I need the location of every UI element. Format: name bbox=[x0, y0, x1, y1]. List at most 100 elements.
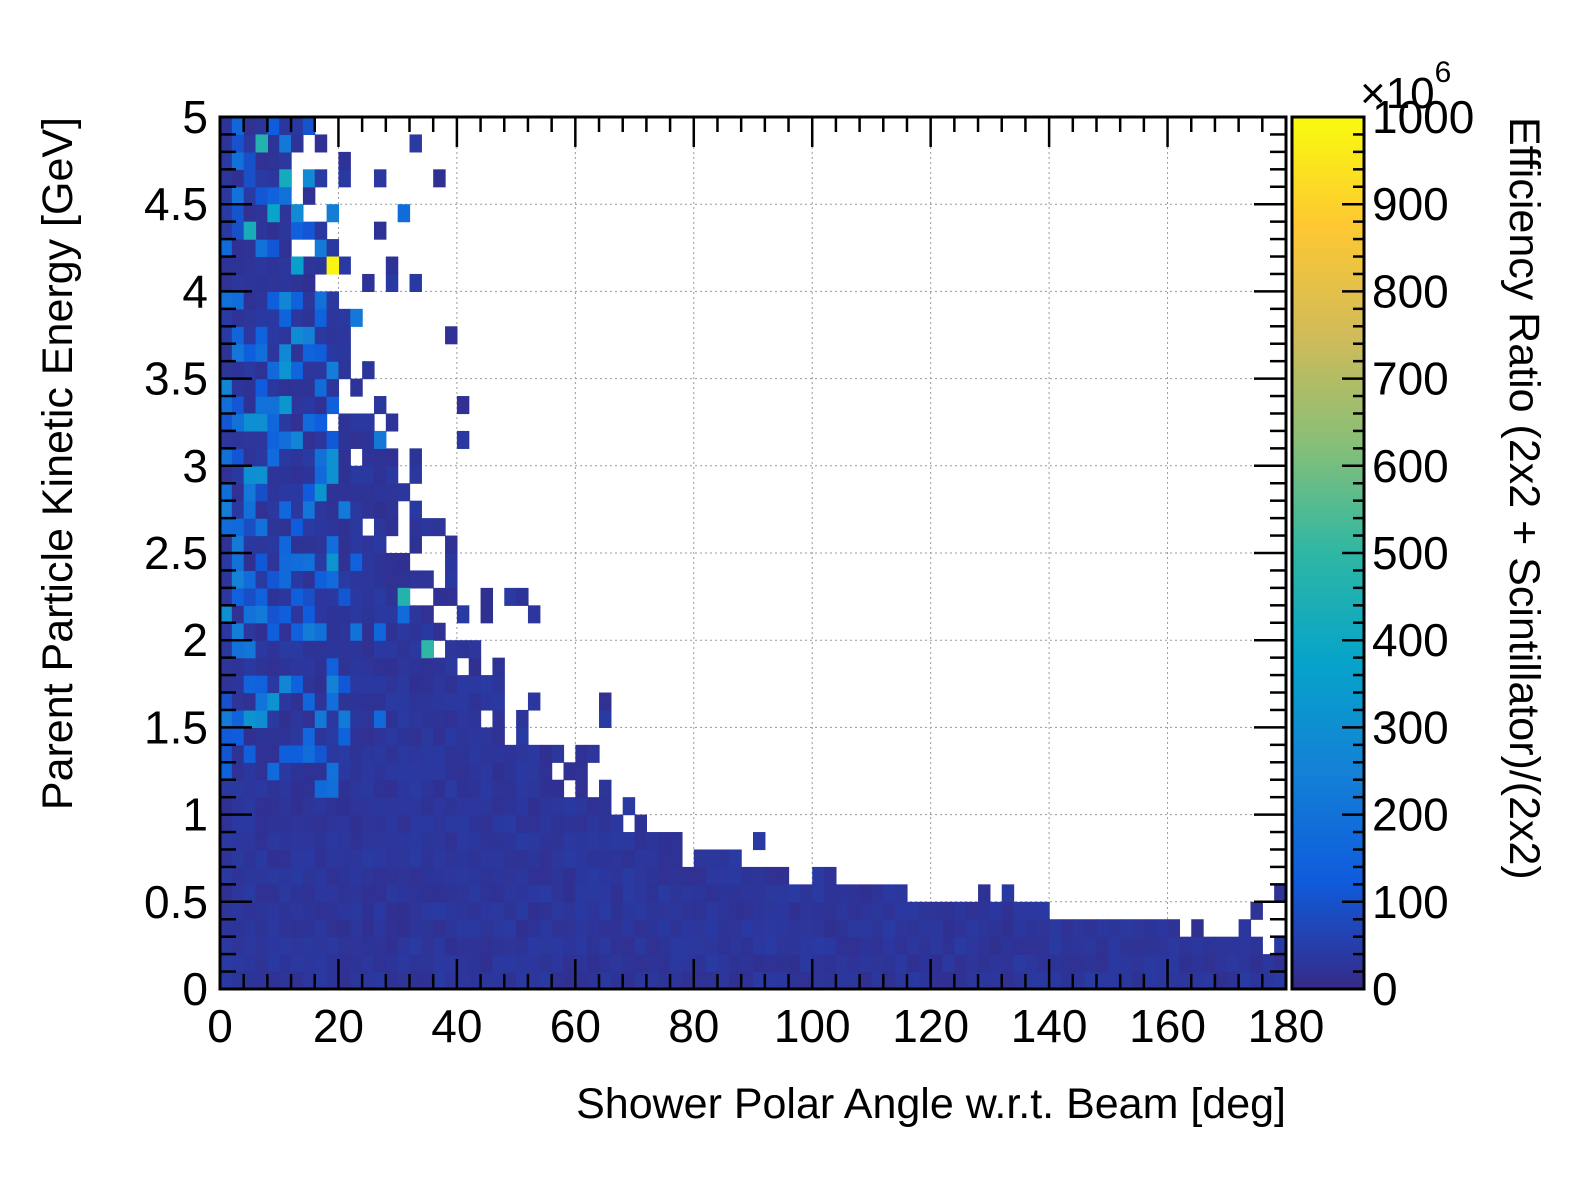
heatmap-cell bbox=[220, 430, 233, 449]
heatmap-cell bbox=[314, 849, 328, 868]
heatmap-cell bbox=[468, 779, 482, 798]
heatmap-cell bbox=[373, 901, 387, 920]
heatmap-cell bbox=[362, 273, 375, 292]
heatmap-cell bbox=[516, 832, 529, 851]
heatmap-cell bbox=[302, 587, 316, 606]
heatmap-cell bbox=[220, 605, 233, 624]
heatmap-cell bbox=[480, 727, 494, 746]
heatmap-cell bbox=[409, 622, 422, 641]
heatmap-cell bbox=[279, 884, 292, 903]
heatmap-cell bbox=[741, 884, 754, 903]
heatmap-cell bbox=[326, 448, 340, 467]
heatmap-cell bbox=[516, 814, 529, 833]
heatmap-cell bbox=[468, 901, 482, 920]
heatmap-cell bbox=[445, 971, 458, 989]
heatmap-cell bbox=[504, 954, 517, 973]
heatmap-cell bbox=[291, 884, 304, 903]
heatmap-cell bbox=[1072, 936, 1086, 955]
heatmap-cell bbox=[338, 901, 351, 920]
heatmap-cell bbox=[338, 971, 351, 989]
heatmap-cell bbox=[326, 849, 340, 868]
heatmap-cell bbox=[717, 919, 730, 938]
heatmap-cell bbox=[255, 239, 268, 258]
heatmap-cell bbox=[326, 500, 340, 519]
heatmap-cell bbox=[1025, 971, 1038, 989]
heatmap-cell bbox=[575, 779, 588, 798]
heatmap-cell bbox=[302, 797, 316, 816]
heatmap-cell bbox=[456, 849, 470, 868]
heatmap-cell bbox=[646, 901, 659, 920]
heatmap-cell bbox=[231, 832, 245, 851]
heatmap-cell bbox=[267, 483, 280, 502]
heatmap-cell bbox=[764, 971, 778, 989]
heatmap-cell bbox=[1108, 936, 1121, 955]
heatmap-cell bbox=[279, 553, 292, 572]
heatmap-cell bbox=[409, 901, 422, 920]
heatmap-cell bbox=[646, 849, 659, 868]
heatmap-cell bbox=[670, 849, 683, 868]
heatmap-cell bbox=[373, 762, 387, 781]
heatmap-cell bbox=[599, 936, 612, 955]
heatmap-cell bbox=[563, 919, 576, 938]
heatmap-cell bbox=[1096, 954, 1109, 973]
heatmap-cell bbox=[314, 832, 328, 851]
heatmap-cell bbox=[385, 500, 399, 519]
heatmap-cell bbox=[480, 884, 494, 903]
z-tick-label: 300 bbox=[1372, 701, 1449, 753]
heatmap-cell bbox=[622, 936, 636, 955]
heatmap-cell bbox=[776, 901, 790, 920]
heatmap-cell bbox=[705, 884, 719, 903]
heatmap-cell bbox=[220, 361, 233, 380]
z-tick-label: 500 bbox=[1372, 527, 1449, 579]
heatmap-cell bbox=[291, 430, 304, 449]
heatmap-cell bbox=[362, 657, 375, 676]
heatmap-cell bbox=[954, 901, 967, 920]
heatmap-cell bbox=[1214, 936, 1228, 955]
heatmap-cell bbox=[1191, 919, 1204, 938]
heatmap-cell bbox=[255, 378, 268, 397]
heatmap-cell bbox=[433, 919, 446, 938]
heatmap-cell bbox=[575, 901, 588, 920]
heatmap-cell bbox=[705, 954, 719, 973]
heatmap-cell bbox=[397, 553, 411, 572]
heatmap-cell bbox=[468, 692, 482, 711]
heatmap-cell bbox=[776, 866, 790, 885]
heatmap-cell bbox=[895, 919, 908, 938]
heatmap-cell bbox=[599, 971, 612, 989]
z-axis-title: Efficiency Ratio (2x2 + Scintillator)/(2… bbox=[1500, 117, 1548, 880]
heatmap-cell bbox=[385, 709, 399, 728]
heatmap-cell bbox=[231, 762, 245, 781]
heatmap-cell bbox=[966, 971, 979, 989]
heatmap-cell bbox=[989, 919, 1003, 938]
heatmap-cell bbox=[492, 692, 505, 711]
heatmap-cell bbox=[587, 866, 600, 885]
heatmap-cell bbox=[231, 151, 245, 170]
heatmap-cell bbox=[373, 657, 387, 676]
heatmap-cell bbox=[1060, 954, 1074, 973]
heatmap-cell bbox=[717, 954, 730, 973]
heatmap-cell bbox=[1013, 936, 1027, 955]
heatmap-cell bbox=[421, 570, 434, 589]
heatmap-cell bbox=[1167, 936, 1180, 955]
heatmap-cell bbox=[279, 849, 292, 868]
heatmap-cell bbox=[267, 396, 280, 415]
heatmap-cell bbox=[243, 448, 257, 467]
heatmap-cell bbox=[634, 936, 647, 955]
heatmap-cell bbox=[622, 832, 636, 851]
heatmap-cell bbox=[421, 797, 434, 816]
heatmap-cell bbox=[658, 936, 671, 955]
heatmap-cell bbox=[622, 866, 636, 885]
heatmap-cell bbox=[338, 518, 351, 537]
heatmap-cell bbox=[587, 936, 600, 955]
heatmap-cell bbox=[456, 430, 470, 449]
heatmap-cell bbox=[610, 814, 624, 833]
heatmap-cell bbox=[291, 273, 304, 292]
heatmap-cell bbox=[220, 500, 233, 519]
heatmap-cell bbox=[291, 971, 304, 989]
heatmap-cell bbox=[1096, 971, 1109, 989]
heatmap-cell bbox=[255, 692, 268, 711]
heatmap-cell bbox=[220, 204, 233, 223]
heatmap-cell bbox=[243, 535, 257, 554]
heatmap-cell bbox=[717, 901, 730, 920]
heatmap-cell bbox=[409, 605, 422, 624]
